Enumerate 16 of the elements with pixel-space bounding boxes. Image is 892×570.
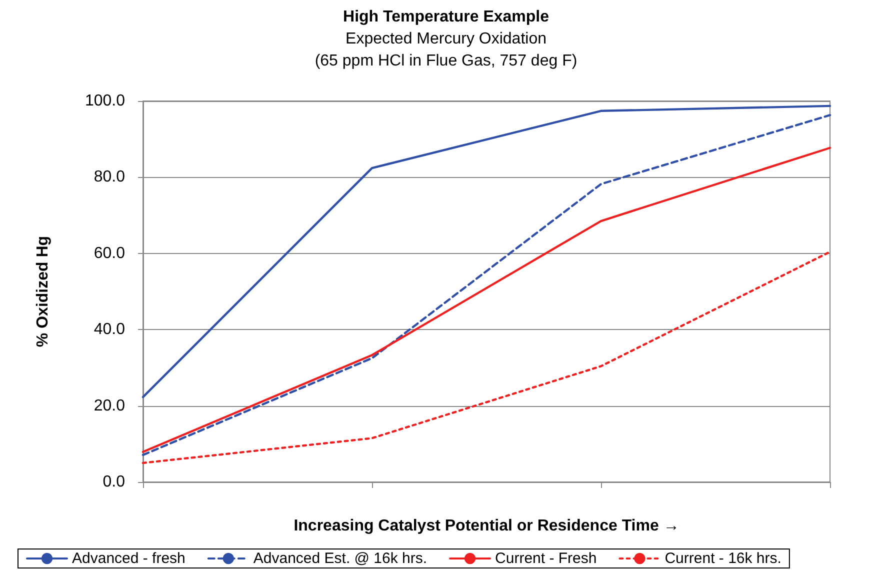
y-tick-label: 20.0 — [94, 397, 126, 414]
legend-label: Advanced - fresh — [72, 550, 186, 567]
y-tick-label: 40.0 — [94, 321, 126, 338]
legend-label: Current - 16k hrs. — [664, 550, 782, 567]
chart-subtitle: Expected Mercury Oxidation (65 ppm HCl in Flue Gas, 757 deg F) — [314, 30, 578, 70]
y-axis-title: % Oxidized Hg — [34, 236, 52, 348]
legend-label: Advanced Est. @ 16k hrs. — [253, 550, 428, 567]
y-tick-label: 80.0 — [94, 168, 126, 186]
y-tick-label: 60.0 — [94, 244, 126, 262]
line-series — [142, 250, 832, 464]
y-tick-label: 100.0 — [84, 92, 126, 110]
y-tick-label: 0.0 — [102, 474, 126, 490]
chart-title: High Temperature Example — [343, 8, 550, 26]
x-axis-title: Increasing Catalyst Potential or Residence Time → — [294, 518, 680, 534]
legend-label: Current - Fresh — [495, 550, 597, 567]
line-series — [142, 104, 832, 398]
